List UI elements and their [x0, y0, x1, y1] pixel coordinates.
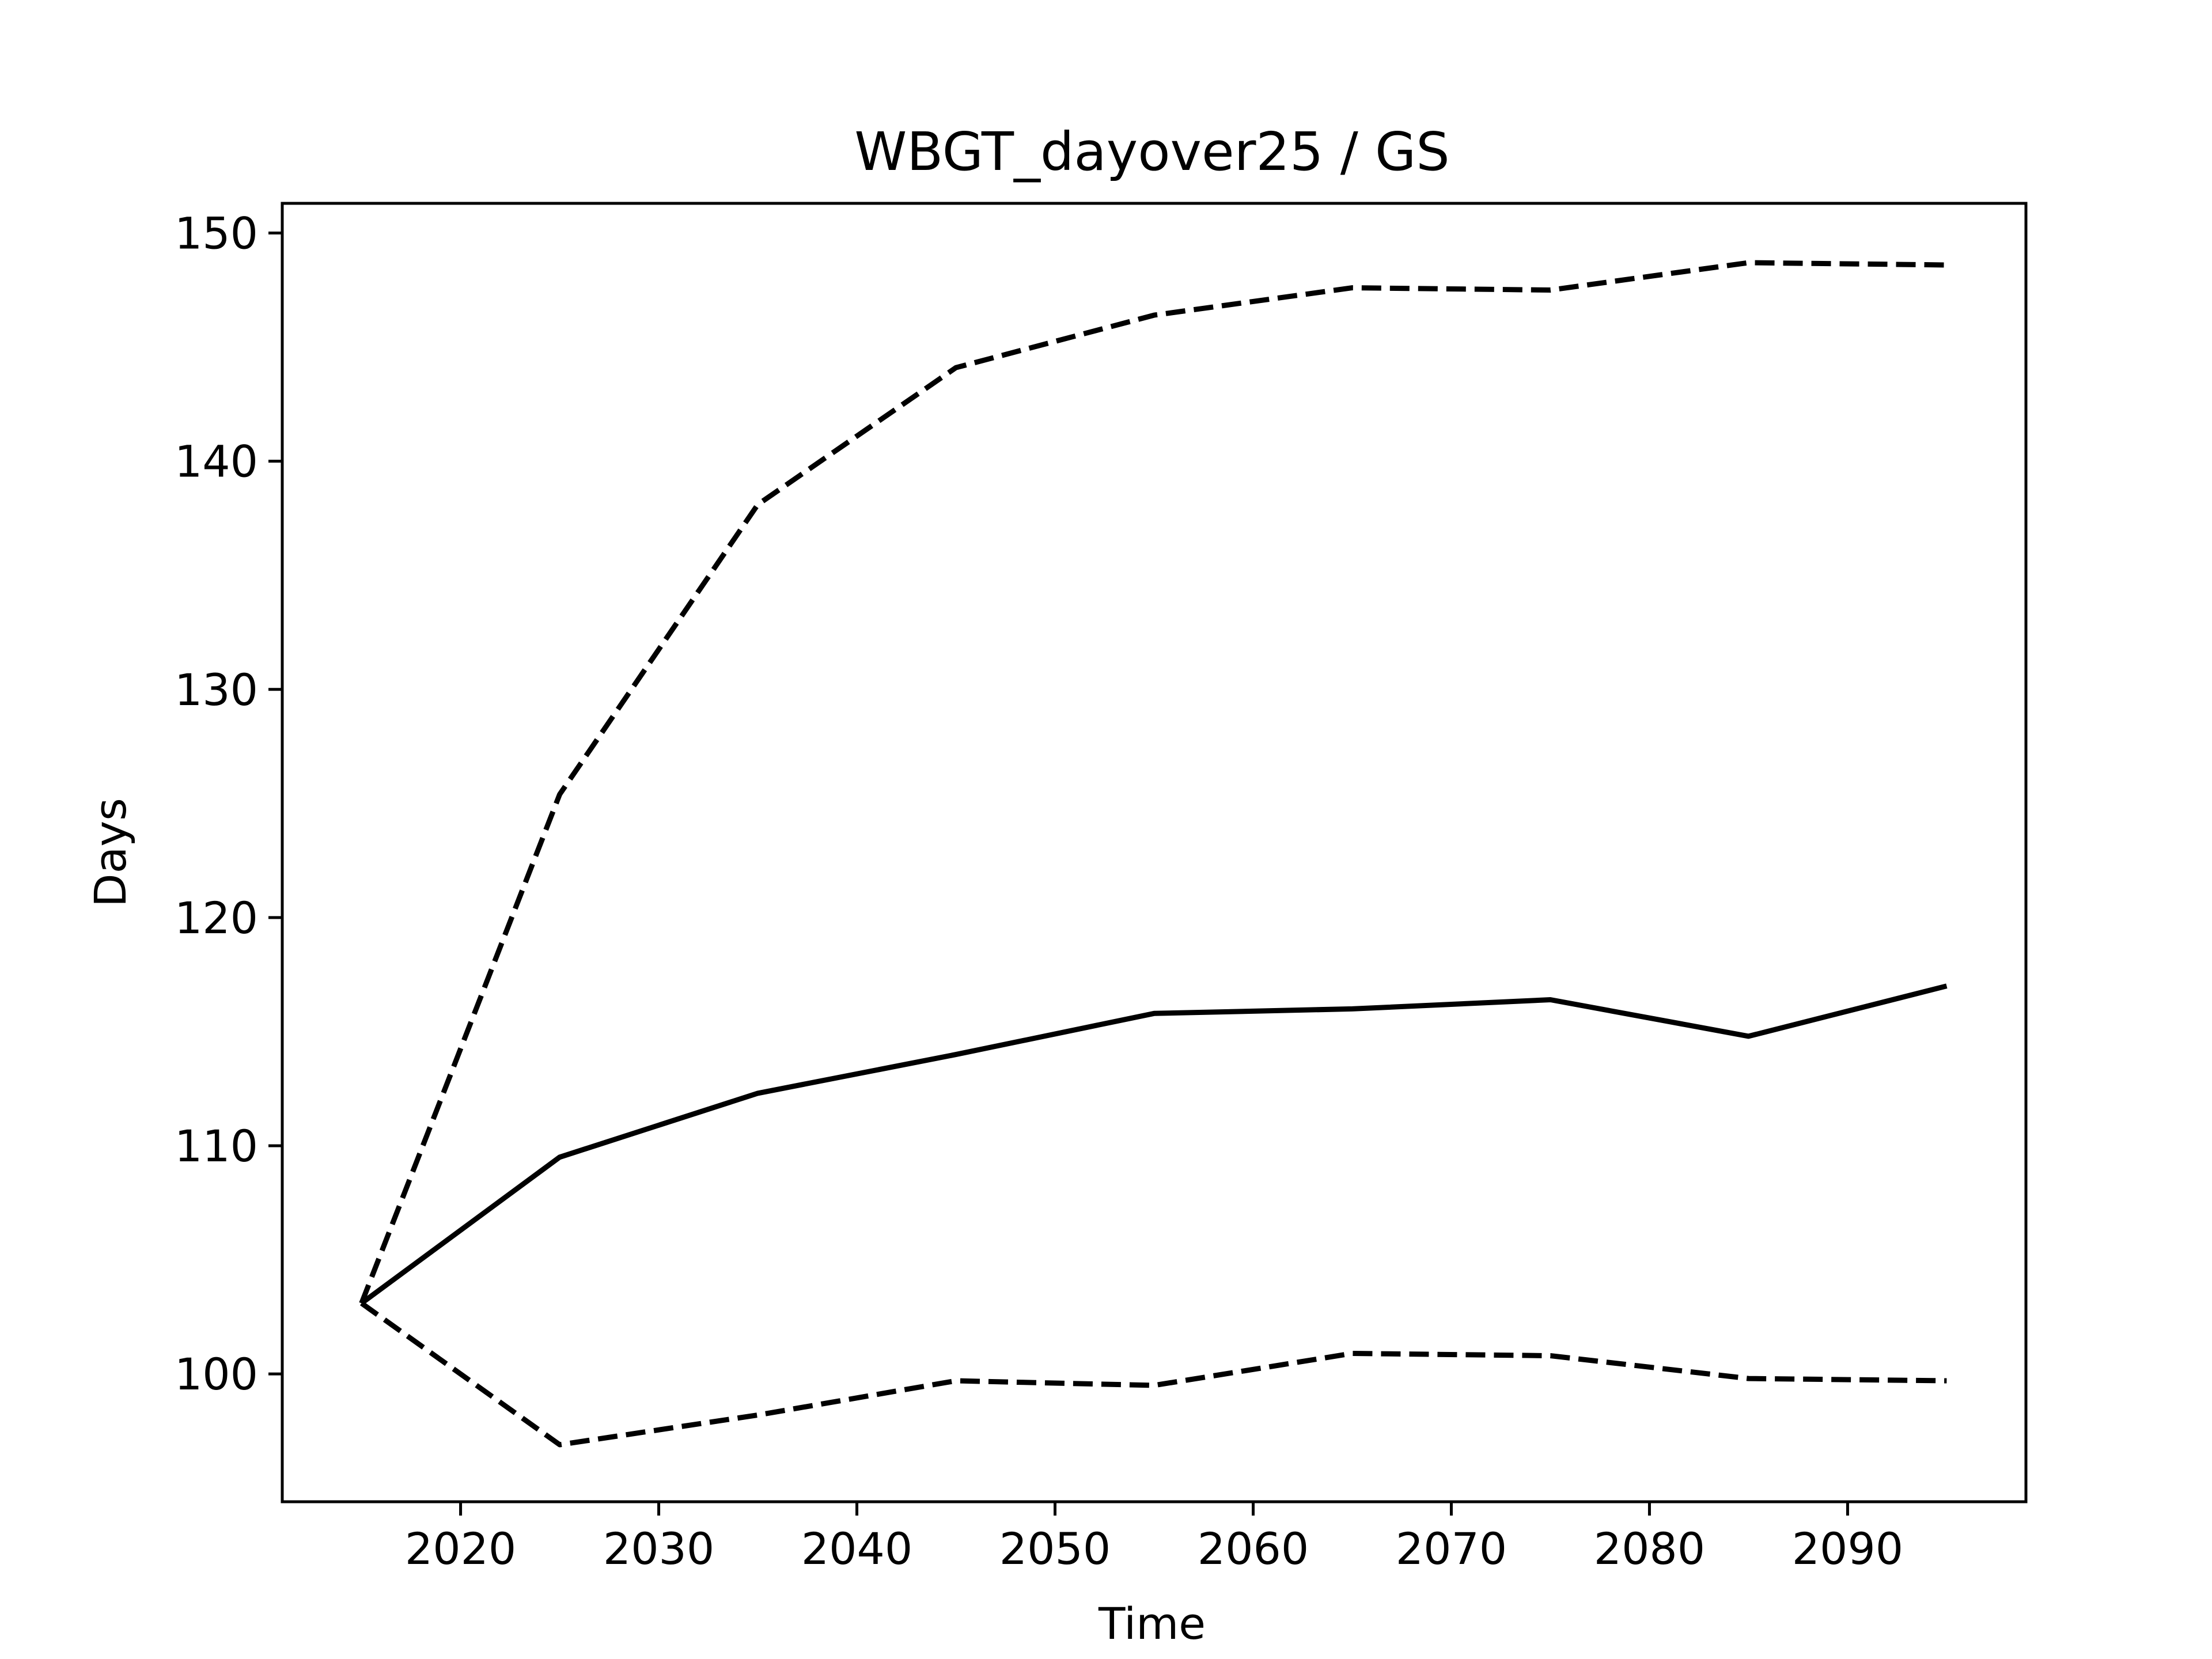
series-line-mean	[359, 983, 1948, 1306]
series-layer	[359, 260, 1948, 1448]
x-tick-label-2020: 2020	[405, 1523, 516, 1574]
x-tick-label-2040: 2040	[801, 1523, 912, 1574]
x-axis: 2020 2030 2040 2050 2060 2070 2080 2090	[405, 1502, 1903, 1574]
x-tick-label-2090: 2090	[1792, 1523, 1903, 1574]
y-tick-label-100: 100	[175, 1349, 258, 1400]
series-line-lower	[359, 1301, 1947, 1448]
y-tick-label-150: 150	[175, 207, 258, 259]
y-tick-label-130: 130	[175, 664, 258, 715]
y-axis-label: Days	[85, 798, 136, 907]
x-tick-label-2070: 2070	[1396, 1523, 1507, 1574]
x-tick-label-2060: 2060	[1198, 1523, 1309, 1574]
y-axis: 100 110 120 130 140 150	[175, 207, 282, 1400]
y-tick-label-140: 140	[175, 436, 258, 487]
x-tick-label-2050: 2050	[999, 1523, 1111, 1574]
y-tick-label-120: 120	[175, 892, 258, 944]
chart-title: WBGT_dayover25 / GS	[854, 121, 1449, 183]
x-tick-label-2030: 2030	[603, 1523, 714, 1574]
y-tick-label-110: 110	[175, 1120, 258, 1172]
x-axis-label: Time	[1098, 1598, 1206, 1649]
series-line-upper	[359, 260, 1947, 1305]
plot-frame	[281, 202, 2028, 1503]
x-tick-label-2080: 2080	[1594, 1523, 1705, 1574]
